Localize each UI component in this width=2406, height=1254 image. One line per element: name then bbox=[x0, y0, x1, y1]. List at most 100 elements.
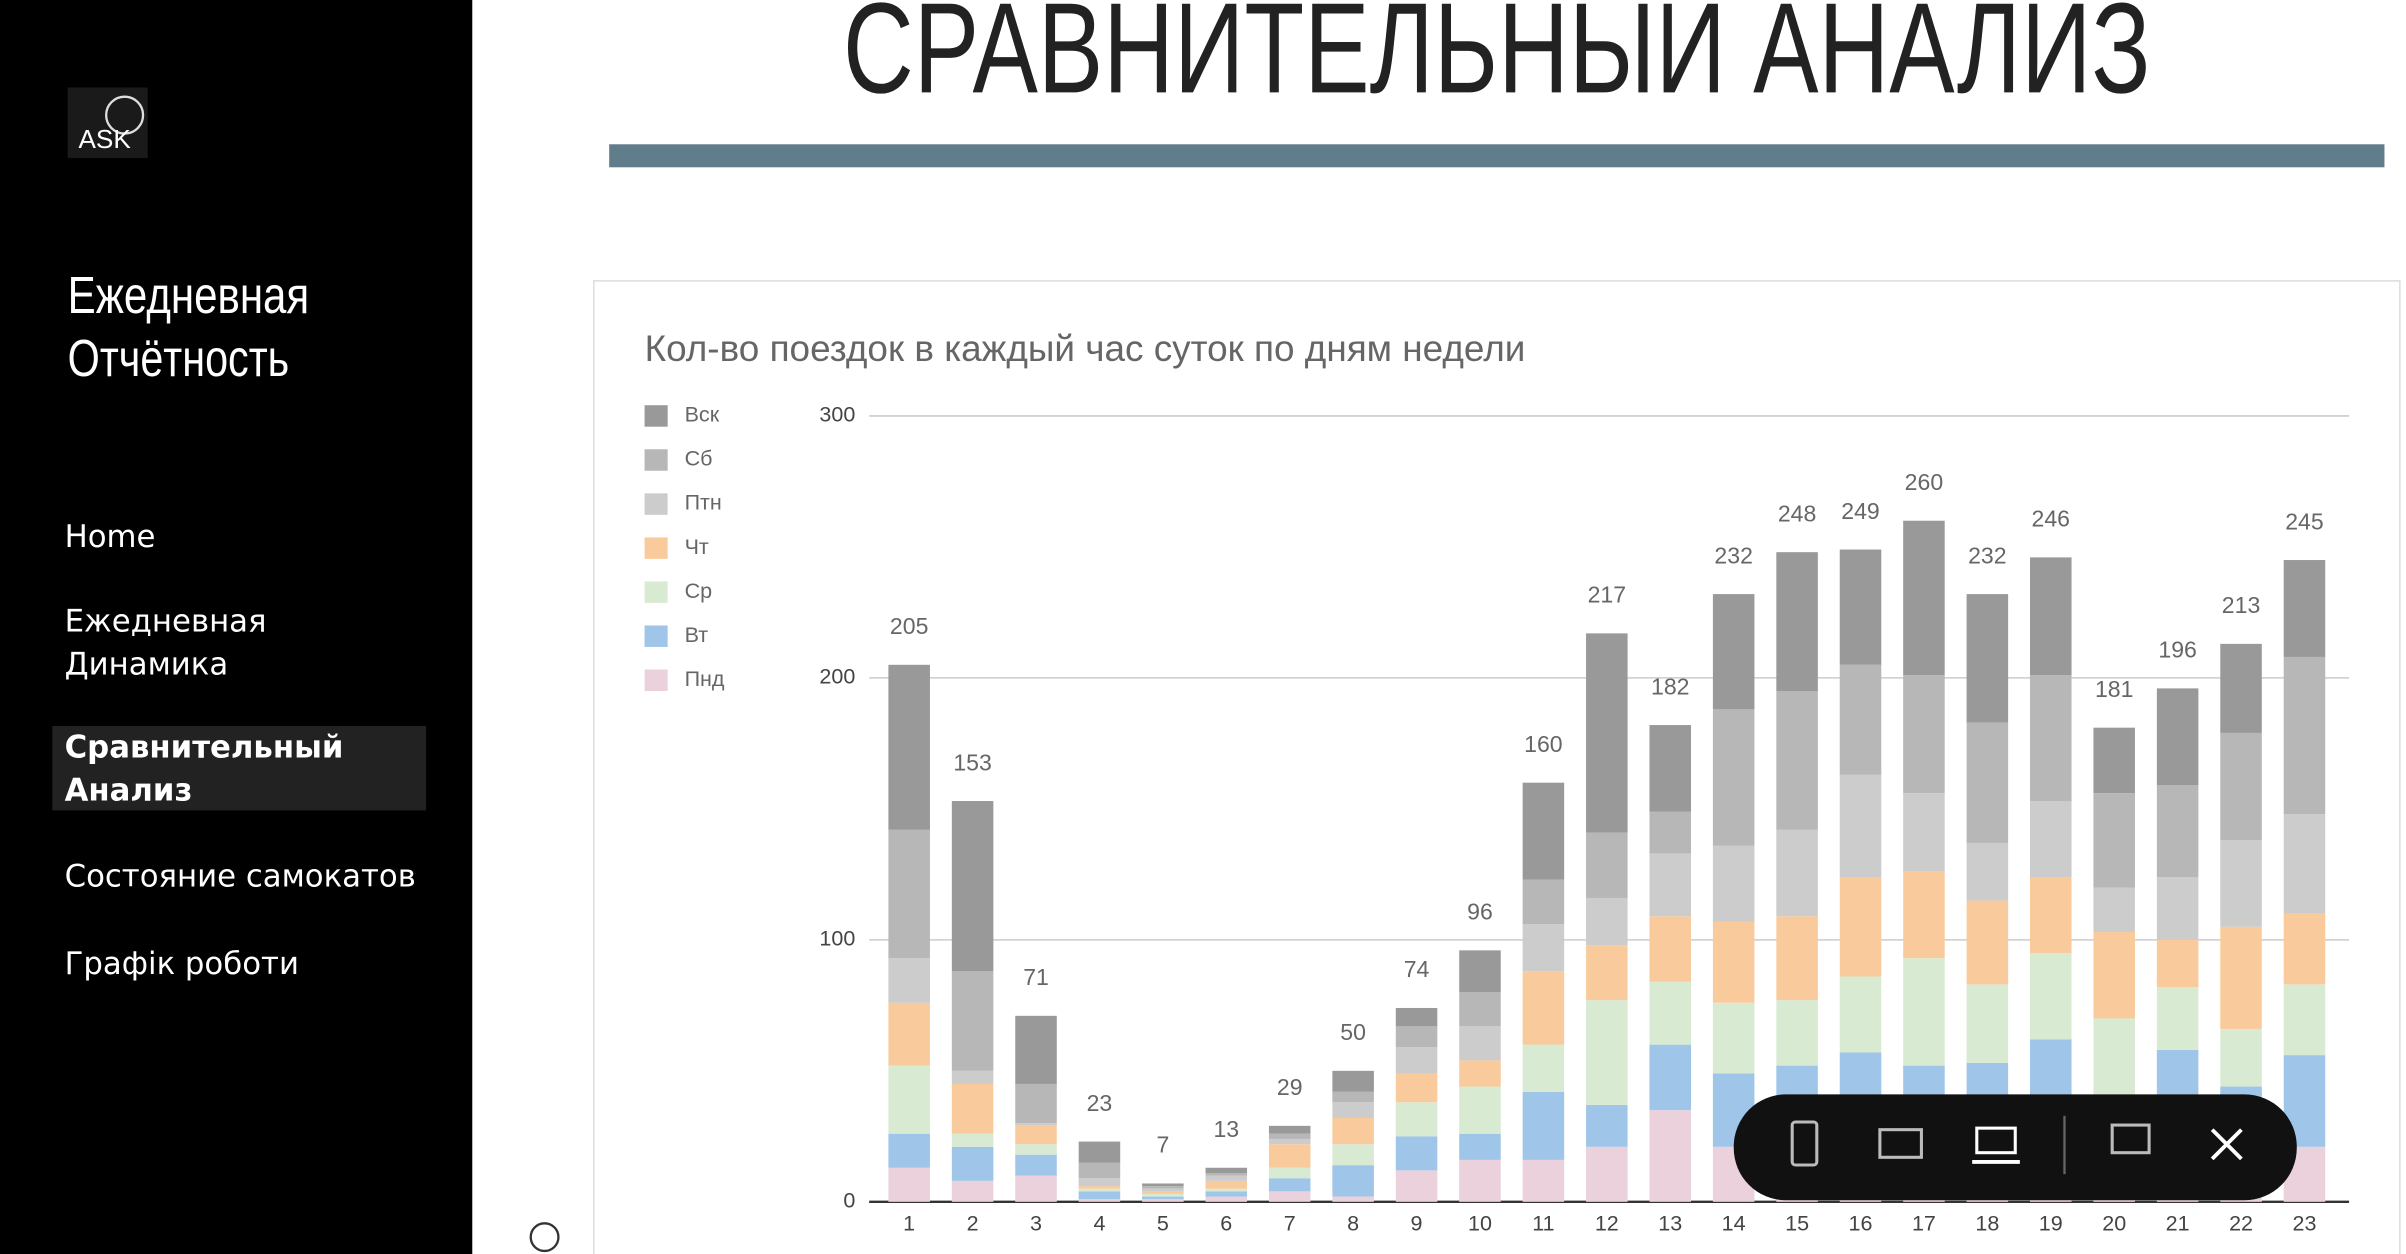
nav-item[interactable]: Графік роботи bbox=[65, 946, 299, 982]
legend-swatch bbox=[644, 493, 668, 515]
bar-segment bbox=[1268, 1138, 1311, 1145]
bar-segment bbox=[1015, 1123, 1057, 1126]
total-label: 153 bbox=[953, 749, 991, 775]
legend-swatch bbox=[644, 625, 668, 647]
total-label: 23 bbox=[1087, 1090, 1113, 1116]
nav-item[interactable]: Ежедневная bbox=[65, 604, 267, 640]
bar-segment bbox=[1015, 1083, 1057, 1124]
bar-segment bbox=[1395, 1007, 1438, 1027]
title-rule bbox=[609, 144, 2385, 168]
bar-segment bbox=[1395, 1026, 1438, 1048]
bar-segment bbox=[1522, 782, 1565, 880]
total-label: 160 bbox=[1524, 731, 1562, 757]
brand-title: Ежедневная bbox=[68, 267, 310, 325]
x-tick-label: 21 bbox=[2166, 1212, 2190, 1236]
bar-segment bbox=[951, 971, 994, 1071]
bar-segment bbox=[1903, 793, 1945, 872]
total-label: 213 bbox=[2222, 592, 2260, 618]
bar-segment bbox=[2283, 913, 2326, 985]
bar-segment bbox=[1395, 1170, 1438, 1202]
nav-item[interactable]: Сравнительный bbox=[65, 730, 344, 766]
total-label: 196 bbox=[2158, 637, 2196, 663]
bar-segment bbox=[1839, 664, 1882, 775]
legend-label: Вт bbox=[685, 623, 709, 647]
x-tick-label: 16 bbox=[1849, 1212, 1873, 1236]
bar-segment bbox=[1142, 1193, 1184, 1197]
feedback-button[interactable] bbox=[2110, 1123, 2151, 1155]
bar-segment bbox=[1776, 691, 1818, 830]
mobile-view-button[interactable] bbox=[1790, 1120, 1819, 1167]
x-tick-label: 11 bbox=[1532, 1212, 1554, 1236]
bar-segment bbox=[951, 1133, 994, 1147]
total-label: 245 bbox=[2285, 508, 2323, 534]
bar-segment bbox=[1712, 1002, 1755, 1074]
close-button[interactable] bbox=[2210, 1128, 2243, 1161]
x-tick-label: 23 bbox=[2292, 1212, 2316, 1236]
desktop-view-button[interactable] bbox=[1972, 1126, 2020, 1164]
legend-swatch bbox=[644, 405, 668, 427]
bar-segment bbox=[1205, 1167, 1248, 1173]
bar-segment bbox=[1268, 1144, 1311, 1168]
bar-segment bbox=[1903, 675, 1945, 794]
nav-item[interactable]: Home bbox=[65, 519, 156, 555]
bar-segment bbox=[1142, 1191, 1184, 1194]
x-tick-label: 19 bbox=[2039, 1212, 2063, 1236]
legend-swatch bbox=[644, 537, 668, 559]
total-label: 248 bbox=[1778, 500, 1816, 526]
bar-segment bbox=[1015, 1015, 1057, 1084]
bar-segment bbox=[1649, 1110, 1692, 1202]
tablet-view-button[interactable] bbox=[1878, 1128, 1923, 1159]
bar-segment bbox=[1839, 876, 1882, 977]
bar-segment bbox=[1776, 1000, 1818, 1066]
bar-segment bbox=[2220, 732, 2262, 841]
bar-segment bbox=[1522, 924, 1565, 972]
bar-segment bbox=[1395, 1102, 1438, 1137]
bar-segment bbox=[1078, 1199, 1121, 1202]
view-toolbar bbox=[1733, 1094, 2297, 1201]
brand-title: Отчётность bbox=[68, 330, 290, 388]
total-label: 71 bbox=[1023, 964, 1049, 990]
bar-segment bbox=[1903, 871, 1945, 959]
bar-segment bbox=[1332, 1117, 1374, 1145]
bar-segment bbox=[2093, 727, 2135, 794]
x-tick-label: 14 bbox=[1722, 1212, 1746, 1236]
legend-label: Сб bbox=[685, 447, 713, 471]
x-tick-label: 22 bbox=[2229, 1212, 2253, 1236]
bar-segment bbox=[2093, 1018, 2135, 1098]
total-label: 232 bbox=[1968, 542, 2006, 568]
bar-segment bbox=[1649, 811, 1692, 854]
bar-segment bbox=[1142, 1199, 1184, 1202]
bar-segment bbox=[1522, 971, 1565, 1045]
bar-segment bbox=[1395, 1073, 1438, 1103]
x-tick-label: 4 bbox=[1093, 1212, 1105, 1236]
bar-segment bbox=[888, 958, 930, 1003]
info-icon[interactable] bbox=[529, 1222, 560, 1253]
bar-segment bbox=[1649, 853, 1692, 917]
total-label: 7 bbox=[1156, 1132, 1169, 1158]
bar-segment bbox=[1459, 1026, 1501, 1061]
bar-segment bbox=[1142, 1188, 1184, 1192]
bar-segment bbox=[1332, 1102, 1374, 1118]
legend-label: Ср bbox=[685, 579, 713, 603]
bar-segment bbox=[1332, 1144, 1374, 1166]
bar-segment bbox=[1078, 1191, 1121, 1200]
bar-segment bbox=[1712, 709, 1755, 846]
nav-item[interactable]: Динамика bbox=[65, 647, 229, 683]
nav-item[interactable]: Состояние самокатов bbox=[65, 858, 416, 894]
bar-segment bbox=[1395, 1047, 1438, 1074]
bar-segment bbox=[1839, 549, 1882, 665]
bar-segment bbox=[1078, 1186, 1121, 1189]
chart-title: Кол-во поездок в каждый час суток по дня… bbox=[645, 328, 1526, 369]
total-label: 50 bbox=[1340, 1019, 1366, 1045]
bar-segment bbox=[1776, 829, 1818, 917]
bar-segment bbox=[951, 1070, 994, 1084]
bar-segment bbox=[1649, 725, 1692, 812]
bar-segment bbox=[1966, 842, 2009, 901]
bar-segment bbox=[1459, 992, 1501, 1027]
x-tick-label: 15 bbox=[1785, 1212, 1809, 1236]
bar-segment bbox=[1459, 1133, 1501, 1160]
nav-item[interactable]: Анализ bbox=[65, 773, 193, 809]
total-label: 246 bbox=[2032, 506, 2070, 532]
total-label: 74 bbox=[1404, 956, 1430, 982]
